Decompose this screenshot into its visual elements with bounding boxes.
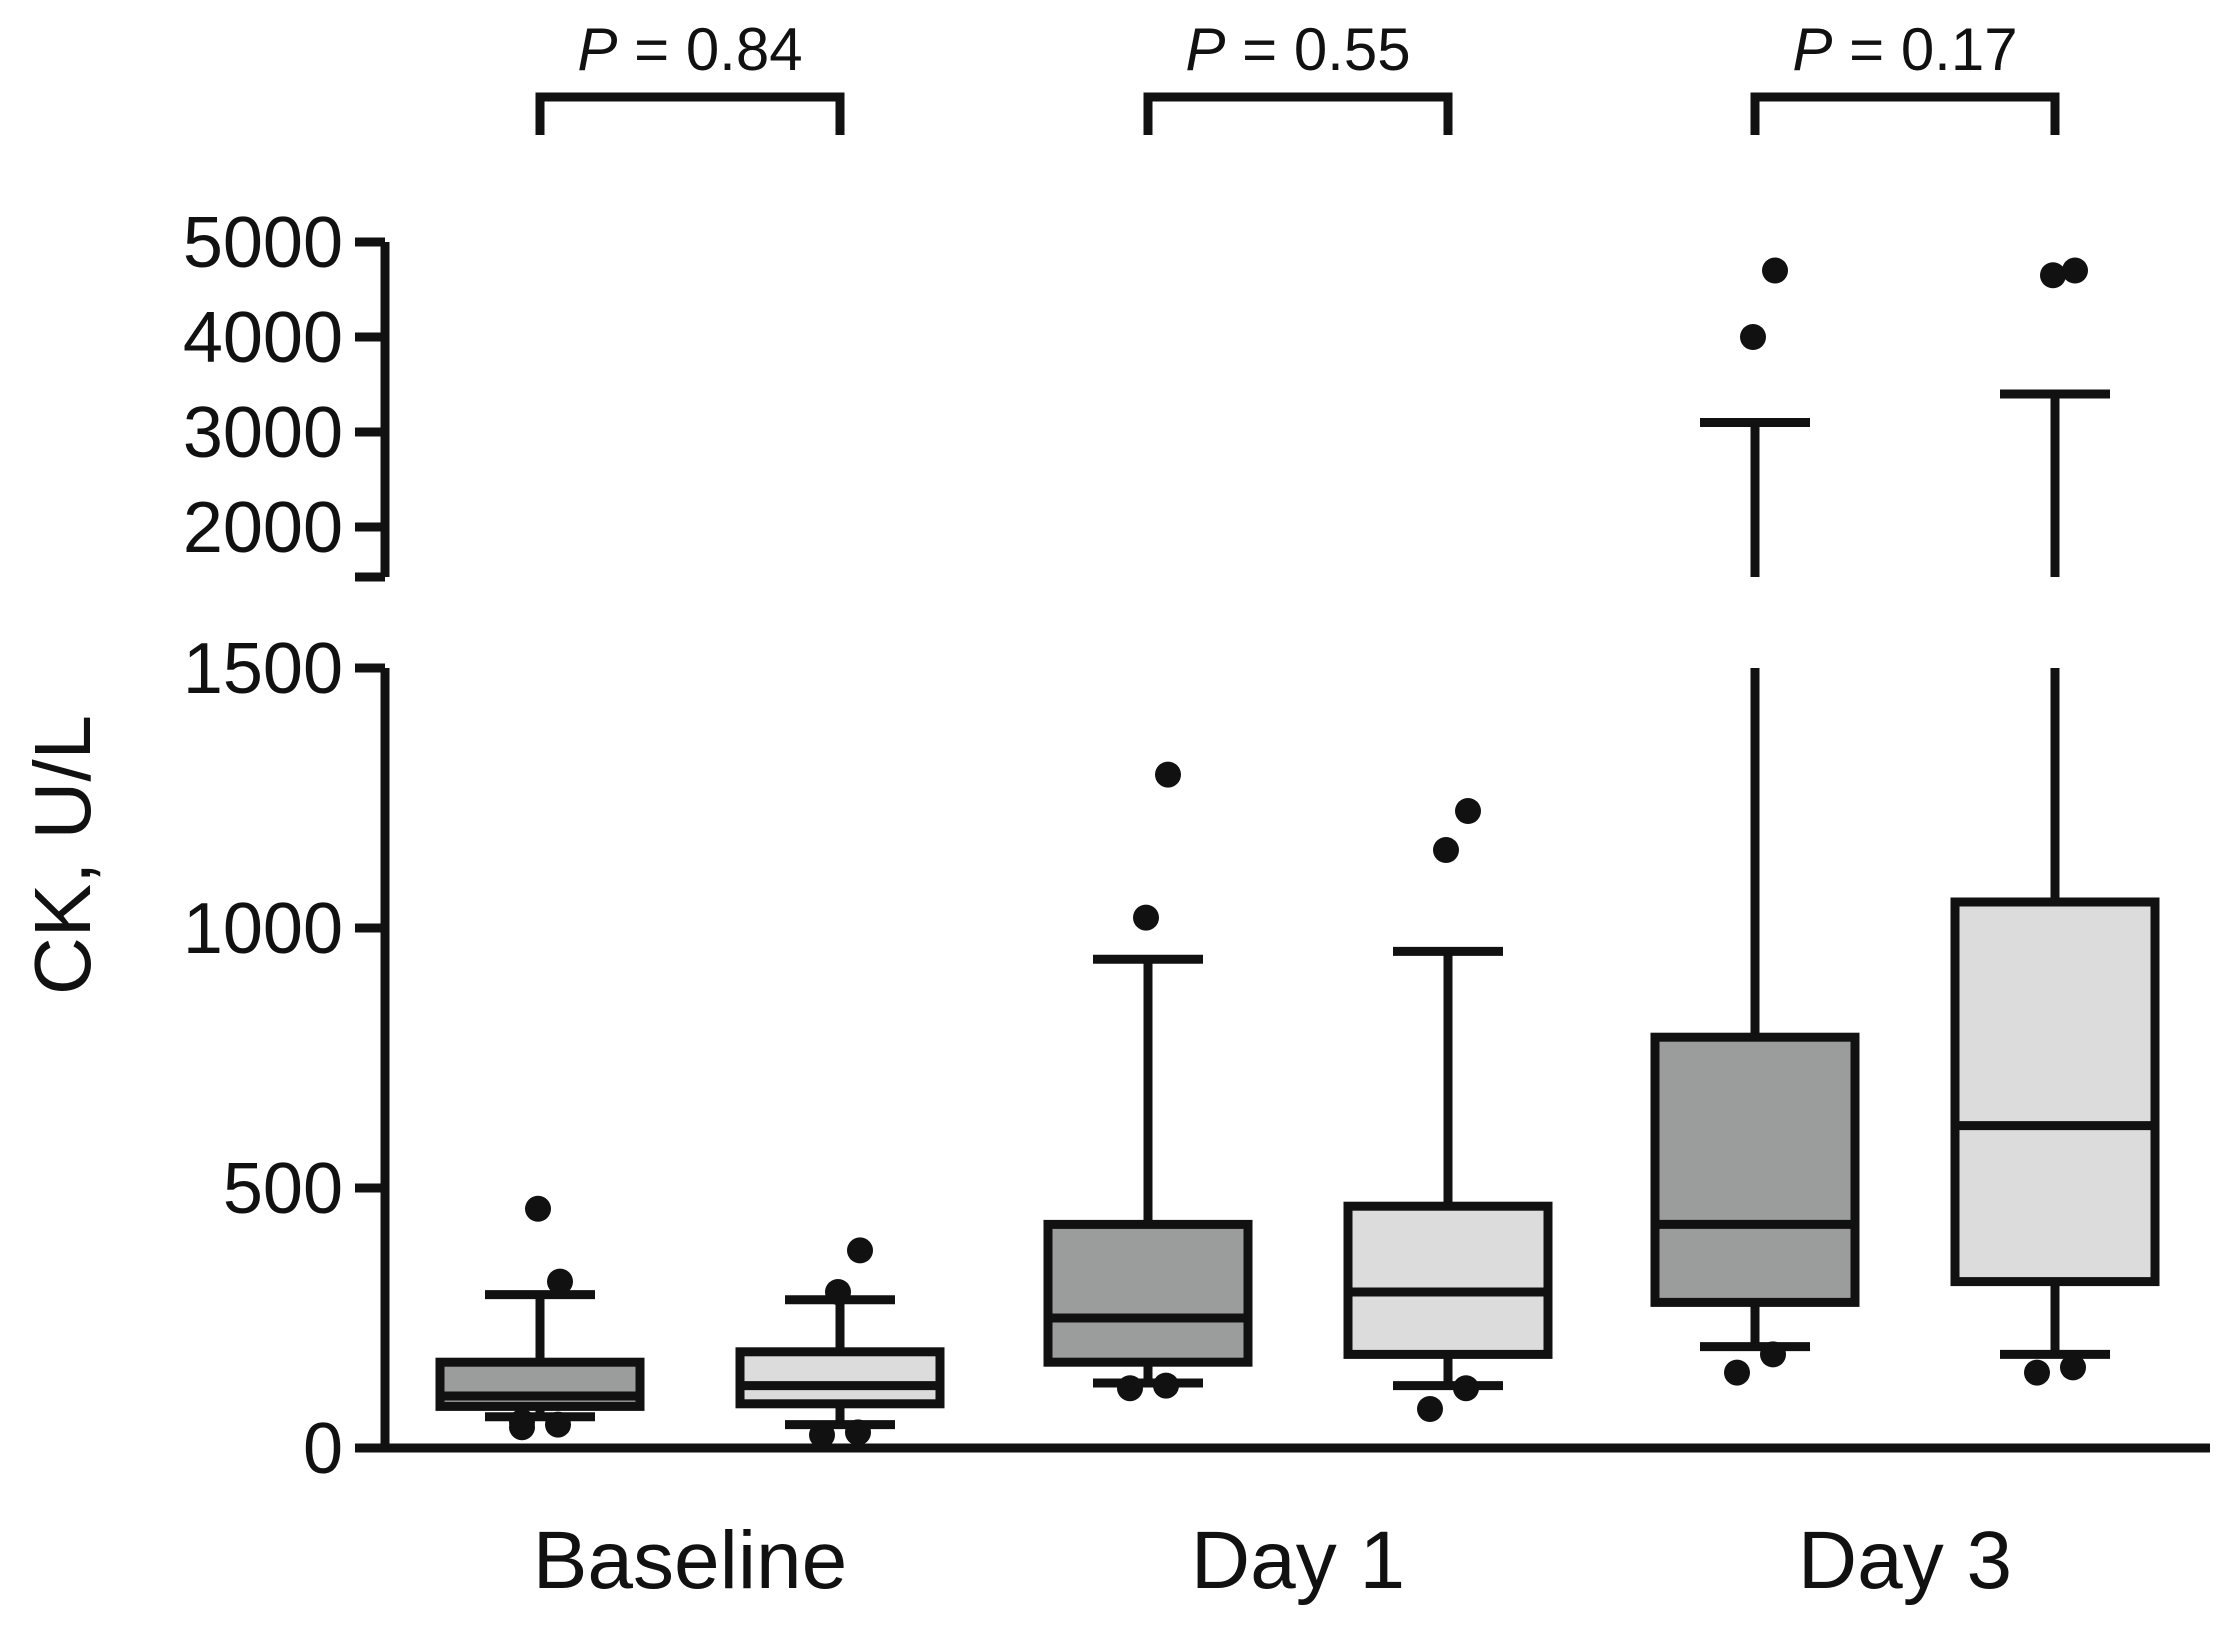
outlier-point — [2040, 262, 2066, 289]
y-tick-label: 4000 — [183, 298, 343, 378]
outlier-point — [809, 1422, 835, 1448]
outlier-point — [1153, 1372, 1179, 1399]
x-category-label: Baseline — [533, 1515, 848, 1606]
y-axis-title: CK, U/L — [18, 715, 107, 995]
outlier-point — [847, 1237, 873, 1264]
box-day-3-s2 — [1950, 897, 2160, 1287]
outlier-point — [845, 1419, 871, 1446]
box-day-1-s1 — [1043, 1219, 1253, 1367]
y-tick-label: 500 — [223, 1149, 343, 1229]
outlier-point — [1455, 798, 1481, 824]
y-tick-label: 1000 — [183, 889, 343, 969]
significance-bracket — [535, 92, 845, 135]
outlier-point — [2060, 1354, 2086, 1381]
x-category-label: Day 3 — [1798, 1515, 2012, 1606]
y-tick-label: 1500 — [183, 629, 343, 709]
outlier-point — [1155, 761, 1181, 788]
y-tick-label: 5000 — [183, 203, 343, 283]
outlier-point — [1417, 1396, 1443, 1422]
outlier-point — [2024, 1359, 2050, 1386]
p-value-text: = 0.84 — [617, 16, 802, 83]
box-baseline-s2 — [735, 1347, 945, 1409]
outlier-point — [509, 1409, 535, 1435]
significance-bracket — [1750, 92, 2060, 135]
p-value-label: P = 0.55 — [1185, 16, 1410, 83]
outlier-point — [1740, 324, 1766, 350]
p-value-text: = 0.55 — [1225, 16, 1410, 83]
outlier-point — [1117, 1375, 1143, 1402]
p-value-symbol: P — [577, 16, 617, 83]
outlier-point — [1762, 257, 1788, 284]
y-tick-label: 3000 — [183, 393, 343, 473]
outlier-point — [1724, 1359, 1750, 1386]
y-tick-label: 0 — [303, 1409, 343, 1489]
outlier-point — [547, 1268, 573, 1295]
significance-bracket — [1143, 92, 1453, 135]
outlier-point — [1433, 837, 1459, 863]
x-category-label: Day 1 — [1191, 1515, 1405, 1606]
p-value-label: P = 0.84 — [577, 16, 802, 83]
p-value-symbol: P — [1792, 16, 1832, 83]
outlier-point — [2062, 257, 2088, 284]
outlier-point — [525, 1195, 551, 1222]
outlier-point — [545, 1411, 571, 1438]
outlier-point — [1453, 1375, 1479, 1402]
outlier-point — [1133, 904, 1159, 931]
p-value-symbol: P — [1185, 16, 1225, 83]
p-value-text: = 0.17 — [1832, 16, 2017, 83]
y-tick-label: 2000 — [183, 488, 343, 568]
outlier-point — [1760, 1341, 1786, 1368]
outlier-point — [825, 1279, 851, 1305]
p-value-label: P = 0.17 — [1792, 16, 2017, 83]
box-day-1-s2 — [1343, 1201, 1553, 1359]
box-day-3-s1 — [1650, 1032, 1860, 1307]
